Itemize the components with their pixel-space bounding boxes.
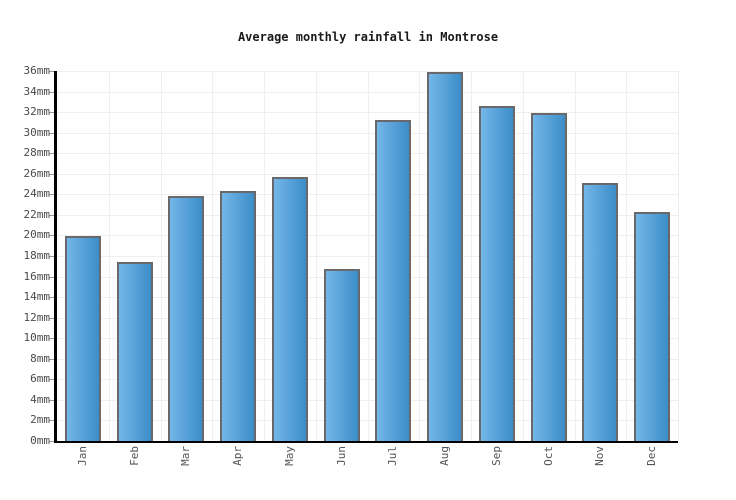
- y-tick: [49, 276, 54, 278]
- x-label-jun: Jun: [334, 446, 348, 466]
- v-gridline: [471, 71, 472, 441]
- y-tick-label-10mm: 10mm: [23, 331, 51, 345]
- y-tick-label-34mm: 34mm: [23, 84, 51, 98]
- y-tick: [49, 399, 54, 401]
- v-gridline: [315, 71, 317, 441]
- y-tick-label-8mm: 8mm: [30, 351, 50, 365]
- y-tick: [49, 214, 54, 216]
- y-axis-line: [54, 71, 57, 443]
- bar-sep: [478, 105, 515, 441]
- bar-dec: [634, 211, 671, 441]
- y-tick: [49, 379, 54, 381]
- x-label-jul: Jul: [386, 446, 400, 466]
- x-label-aug: Aug: [438, 446, 452, 466]
- v-gridline: [264, 71, 265, 441]
- y-tick: [49, 235, 54, 237]
- x-label-apr: Apr: [231, 446, 245, 466]
- v-gridline: [626, 71, 628, 441]
- v-gridline: [160, 71, 162, 441]
- y-tick: [49, 420, 54, 422]
- y-tick-label-30mm: 30mm: [23, 125, 51, 139]
- y-tick-label-32mm: 32mm: [23, 105, 51, 119]
- y-tick: [49, 441, 54, 442]
- x-axis-line: [54, 441, 678, 443]
- y-tick: [49, 132, 54, 134]
- v-gridline: [212, 71, 214, 441]
- v-gridline: [108, 71, 110, 441]
- bar-apr: [220, 191, 257, 441]
- v-gridline: [574, 71, 576, 441]
- bar-feb: [116, 262, 153, 441]
- y-tick: [49, 112, 54, 114]
- y-tick: [49, 297, 54, 299]
- x-label-nov: Nov: [593, 446, 607, 466]
- v-gridline: [522, 71, 524, 441]
- y-tick-label-4mm: 4mm: [30, 392, 50, 406]
- y-tick-label-6mm: 6mm: [30, 372, 50, 386]
- y-tick-label-22mm: 22mm: [23, 207, 51, 221]
- y-tick: [49, 338, 54, 340]
- y-tick-label-0mm: 0mm: [30, 434, 50, 447]
- y-tick-label-14mm: 14mm: [23, 290, 51, 304]
- y-tick: [49, 256, 54, 257]
- v-gridline: [367, 71, 369, 441]
- y-tick: [49, 194, 54, 196]
- bar-mar: [168, 196, 205, 441]
- bar-oct: [530, 113, 567, 441]
- y-tick-label-24mm: 24mm: [23, 187, 51, 201]
- bar-jun: [323, 269, 360, 441]
- x-label-dec: Dec: [645, 446, 659, 466]
- y-tick-label-20mm: 20mm: [23, 228, 51, 242]
- x-label-feb: Feb: [127, 446, 141, 466]
- x-label-oct: Oct: [541, 446, 555, 466]
- y-tick: [49, 317, 54, 319]
- v-gridline: [678, 71, 679, 441]
- x-label-sep: Sep: [489, 446, 503, 466]
- y-tick-label-2mm: 2mm: [30, 413, 50, 427]
- y-tick-label-28mm: 28mm: [23, 146, 51, 160]
- y-tick-label-36mm: 36mm: [23, 64, 51, 77]
- bar-may: [271, 176, 308, 441]
- y-tick: [49, 358, 54, 360]
- bar-jul: [375, 120, 412, 441]
- y-tick: [49, 91, 54, 93]
- bar-nov: [582, 183, 619, 441]
- v-gridline: [419, 71, 421, 441]
- y-tick: [49, 71, 54, 72]
- chart-title: Average monthly rainfall in Montrose: [237, 30, 499, 44]
- x-label-jan: Jan: [75, 446, 89, 466]
- y-tick-label-12mm: 12mm: [23, 310, 51, 324]
- y-tick-label-16mm: 16mm: [23, 269, 51, 283]
- bar-aug: [427, 72, 464, 441]
- y-tick-label-26mm: 26mm: [23, 166, 51, 180]
- bar-jan: [64, 236, 101, 441]
- x-label-mar: Mar: [179, 446, 193, 466]
- y-tick: [49, 153, 54, 155]
- x-label-may: May: [282, 446, 296, 466]
- y-tick: [49, 173, 54, 175]
- y-tick-label-18mm: 18mm: [23, 249, 51, 262]
